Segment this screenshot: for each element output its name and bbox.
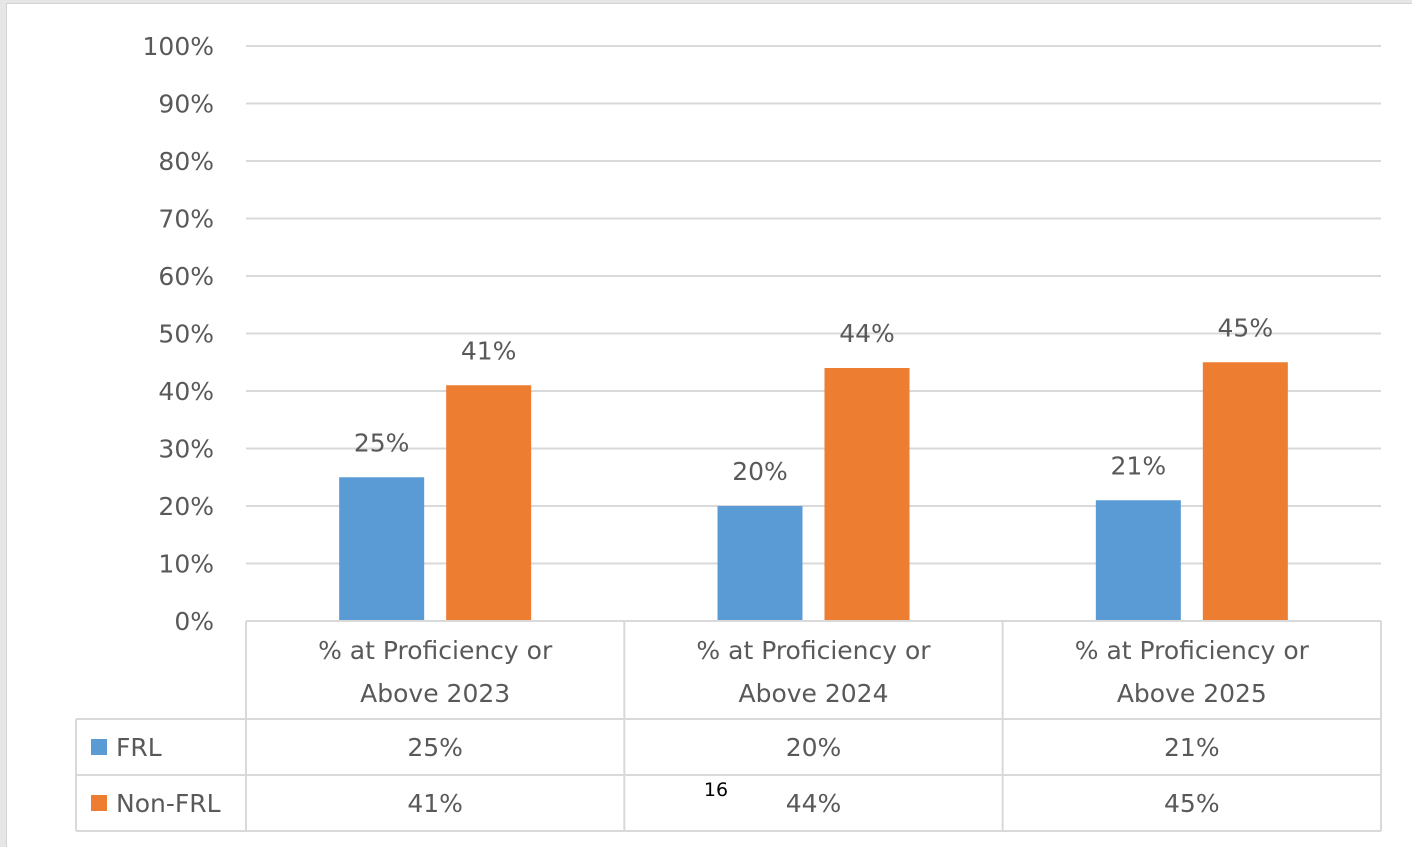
bar — [717, 506, 803, 621]
legend-swatch — [91, 739, 107, 755]
table-cell-value: 25% — [407, 733, 463, 762]
data-labels: 25% 41% 20% 44% 21% 45% — [354, 313, 1273, 486]
bars — [339, 362, 1288, 621]
page-number: 16 — [704, 779, 728, 801]
table-cell-value: 20% — [786, 733, 842, 762]
y-tick-label: 30% — [158, 435, 214, 464]
data-label: 21% — [1111, 451, 1167, 480]
y-tick-label: 70% — [158, 205, 214, 234]
data-label: 20% — [732, 457, 788, 486]
bar — [1095, 500, 1181, 621]
category-label-line: Above 2023 — [360, 679, 510, 708]
legend-label: FRL — [116, 733, 162, 762]
legend-swatch — [91, 795, 107, 811]
data-label: 25% — [354, 428, 410, 457]
y-tick-label: 50% — [158, 320, 214, 349]
bar — [824, 368, 910, 621]
bar — [339, 477, 425, 621]
data-label: 45% — [1218, 313, 1274, 342]
category-label-line: % at Proficiency or — [1075, 636, 1310, 665]
y-tick-label: 40% — [158, 377, 214, 406]
y-tick-label: 10% — [158, 550, 214, 579]
table-cell-value: 41% — [407, 789, 463, 818]
category-label-line: % at Proficiency or — [318, 636, 553, 665]
y-axis-tick-labels: 0% 10% 20% 30% 40% 50% 60% 70% 80% 90% 100% — [143, 32, 214, 636]
category-label-line: Above 2025 — [1117, 679, 1267, 708]
y-tick-label: 90% — [158, 90, 214, 119]
chart-frame — [6, 3, 1412, 847]
y-tick-label: 80% — [158, 147, 214, 176]
data-table: % at Proficiency or Above 2023 % at Profic… — [75, 620, 1382, 832]
y-tick-label: 100% — [143, 32, 214, 61]
category-label-line: Above 2024 — [738, 679, 888, 708]
legend-label: Non-FRL — [116, 789, 221, 818]
category-label-line: % at Proficiency or — [696, 636, 931, 665]
table-cell-value: 44% — [786, 789, 842, 818]
data-label: 44% — [839, 319, 895, 348]
y-tick-label: 60% — [158, 262, 214, 291]
table-cell-value: 45% — [1164, 789, 1220, 818]
data-label: 41% — [461, 336, 517, 365]
y-tick-label: 20% — [158, 492, 214, 521]
table-cell-value: 21% — [1164, 733, 1220, 762]
bar — [1202, 362, 1288, 621]
bar — [446, 385, 532, 621]
y-tick-label: 0% — [174, 607, 214, 636]
